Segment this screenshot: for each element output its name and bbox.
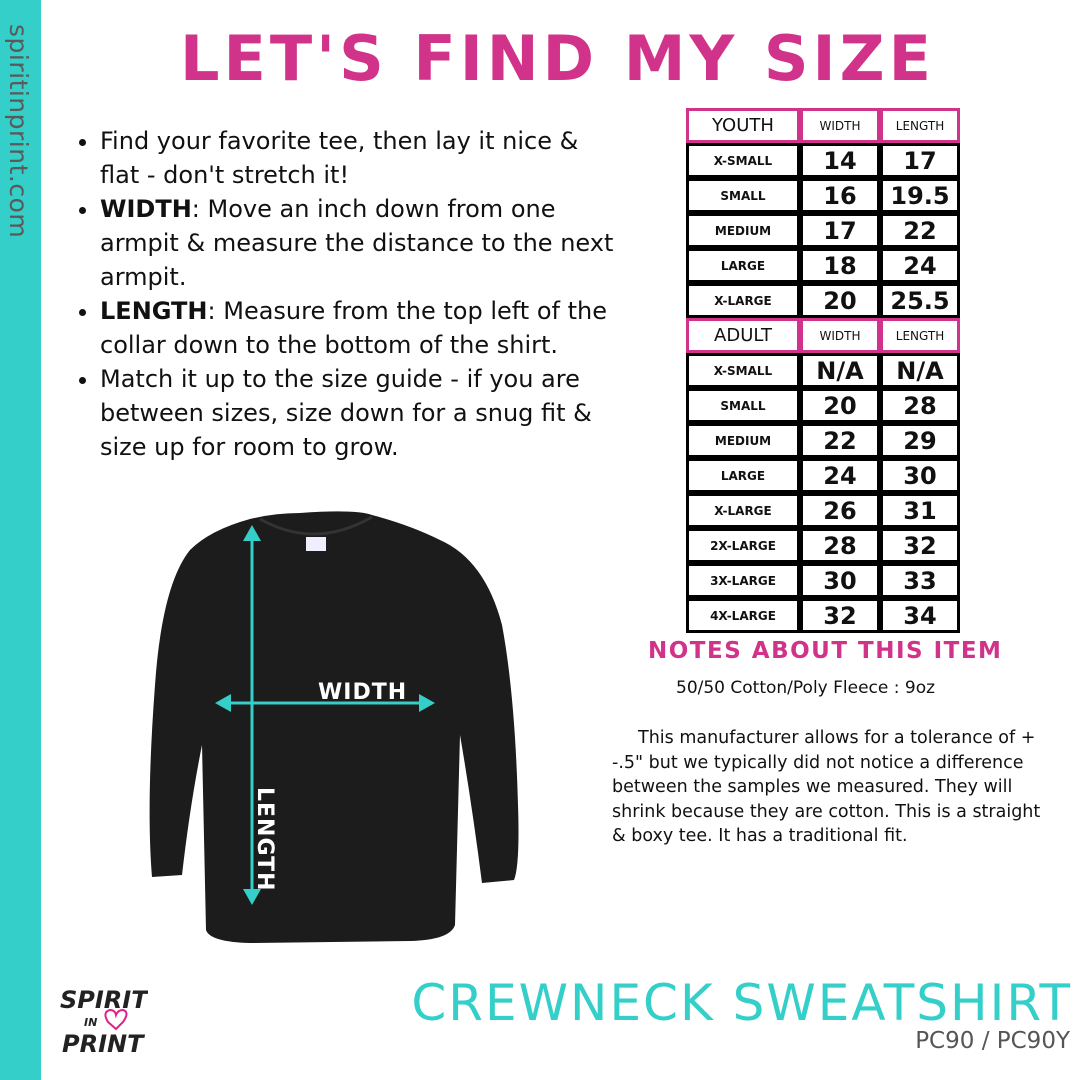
table-row: X-SMALL 14 17 <box>686 143 960 178</box>
width-cell: 18 <box>800 248 880 283</box>
website-url: spiritinprint.com <box>4 24 33 239</box>
table-row: X-LARGE 20 25.5 <box>686 283 960 318</box>
product-name: CREWNECK SWEATSHIRT <box>411 974 1072 1032</box>
instruction-item: WIDTH: Move an inch down from one armpit… <box>100 192 620 294</box>
width-cell: 30 <box>800 563 880 598</box>
table-row: LARGE 18 24 <box>686 248 960 283</box>
size-label-cell: 3X-LARGE <box>686 563 800 598</box>
length-cell: 32 <box>880 528 960 563</box>
sidebar-accent-bar: spiritinprint.com <box>0 0 41 1080</box>
length-cell: 17 <box>880 143 960 178</box>
width-cell: WIDTH <box>800 318 880 353</box>
table-row: X-LARGE 26 31 <box>686 493 960 528</box>
length-cell: 30 <box>880 458 960 493</box>
width-cell: N/A <box>800 353 880 388</box>
size-label-cell: MEDIUM <box>686 423 800 458</box>
table-row: X-SMALL N/A N/A <box>686 353 960 388</box>
length-cell: 29 <box>880 423 960 458</box>
width-cell: 20 <box>800 283 880 318</box>
width-cell: 28 <box>800 528 880 563</box>
width-label: WIDTH <box>318 680 407 705</box>
product-sku: PC90 / PC90Y <box>915 1028 1070 1054</box>
length-cell: 28 <box>880 388 960 423</box>
table-header-row: ADULT WIDTH LENGTH <box>686 318 960 353</box>
svg-text:SPIRIT: SPIRIT <box>60 986 148 1014</box>
notes-heading: NOTES ABOUT THIS ITEM <box>648 638 1003 664</box>
width-cell: 20 <box>800 388 880 423</box>
svg-text:IN: IN <box>84 1016 97 1029</box>
length-cell: LENGTH <box>880 108 960 143</box>
size-label-cell: X-SMALL <box>686 143 800 178</box>
instruction-item: Match it up to the size guide - if you a… <box>100 362 620 464</box>
size-label-cell: X-SMALL <box>686 353 800 388</box>
size-label-cell: LARGE <box>686 248 800 283</box>
width-cell: 26 <box>800 493 880 528</box>
size-label-cell: 4X-LARGE <box>686 598 800 633</box>
length-label: LENGTH <box>252 787 277 892</box>
length-cell: 31 <box>880 493 960 528</box>
notes-body: This manufacturer allows for a tolerance… <box>612 728 1041 846</box>
page-title: LET'S FIND MY SIZE <box>180 22 935 95</box>
instruction-item: Find your favorite tee, then lay it nice… <box>100 124 620 192</box>
width-cell: 17 <box>800 213 880 248</box>
length-cell: 22 <box>880 213 960 248</box>
width-cell: 22 <box>800 423 880 458</box>
length-cell: LENGTH <box>880 318 960 353</box>
instruction-item: LENGTH: Measure from the top left of the… <box>100 294 620 362</box>
length-cell: N/A <box>880 353 960 388</box>
length-cell: 24 <box>880 248 960 283</box>
table-row: SMALL 16 19.5 <box>686 178 960 213</box>
width-cell: 24 <box>800 458 880 493</box>
size-label-cell: ADULT <box>686 318 800 353</box>
size-label-cell: X-LARGE <box>686 283 800 318</box>
length-cell: 34 <box>880 598 960 633</box>
fabric-info: 50/50 Cotton/Poly Fleece : 9oz <box>676 678 936 698</box>
table-row: MEDIUM 17 22 <box>686 213 960 248</box>
size-label-cell: LARGE <box>686 458 800 493</box>
size-label-cell: 2X-LARGE <box>686 528 800 563</box>
length-cell: 25.5 <box>880 283 960 318</box>
size-label-cell: SMALL <box>686 388 800 423</box>
size-label-cell: X-LARGE <box>686 493 800 528</box>
size-chart-table: YOUTH WIDTH LENGTH X-SMALL 14 17 SMALL 16 19.5 ME… <box>686 108 960 633</box>
length-cell: 33 <box>880 563 960 598</box>
width-cell: 32 <box>800 598 880 633</box>
spirit-in-print-logo: SPIRIT IN PRINT <box>58 982 149 1066</box>
width-cell: 14 <box>800 143 880 178</box>
width-cell: WIDTH <box>800 108 880 143</box>
table-row: LARGE 24 30 <box>686 458 960 493</box>
size-label-cell: SMALL <box>686 178 800 213</box>
length-cell: 19.5 <box>880 178 960 213</box>
svg-text:PRINT: PRINT <box>62 1030 145 1058</box>
table-row: MEDIUM 22 29 <box>686 423 960 458</box>
table-row: 2X-LARGE 28 32 <box>686 528 960 563</box>
sweatshirt-image <box>149 511 519 943</box>
table-row: SMALL 20 28 <box>686 388 960 423</box>
instructions-list: Find your favorite tee, then lay it nice… <box>76 124 620 464</box>
size-label-cell: MEDIUM <box>686 213 800 248</box>
table-header-row: YOUTH WIDTH LENGTH <box>686 108 960 143</box>
size-label-cell: YOUTH <box>686 108 800 143</box>
width-cell: 16 <box>800 178 880 213</box>
table-row: 3X-LARGE 30 33 <box>686 563 960 598</box>
table-row: 4X-LARGE 32 34 <box>686 598 960 633</box>
sweatshirt-diagram: WIDTH LENGTH <box>149 511 519 943</box>
